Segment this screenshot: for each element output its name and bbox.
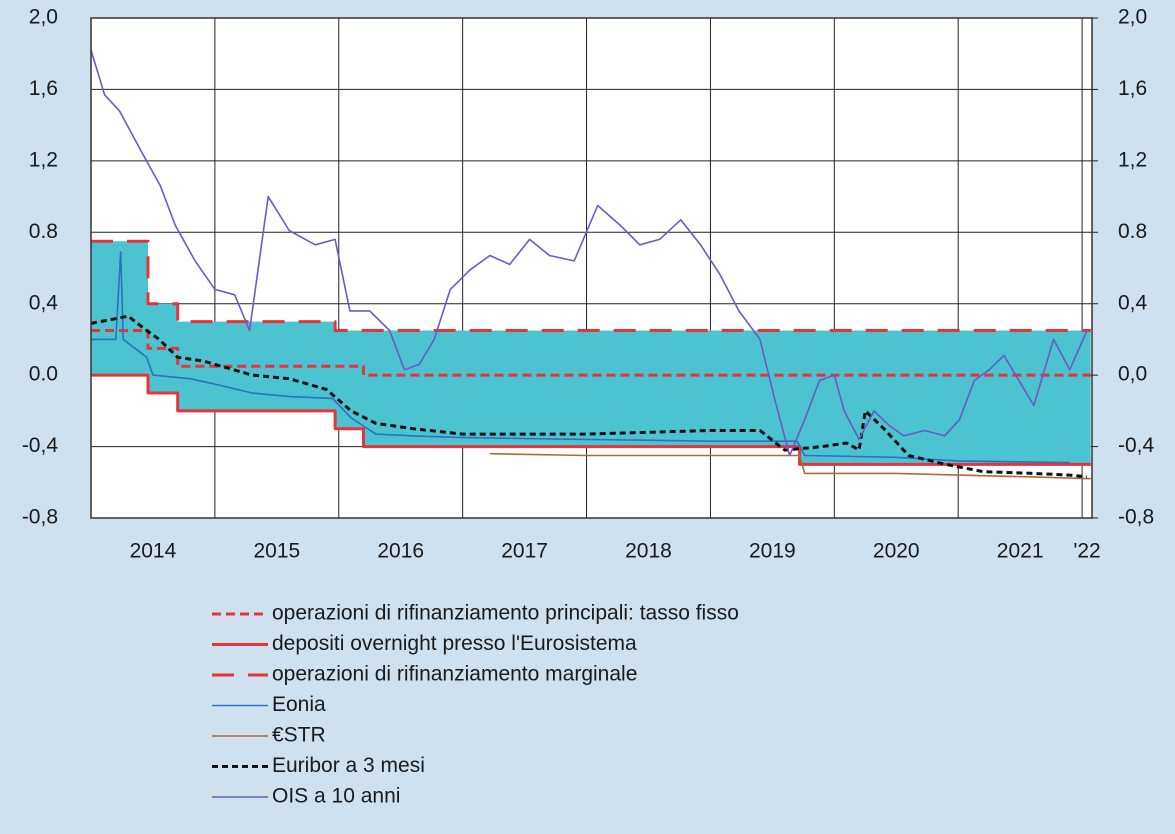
y-tick-label: 1,6	[29, 77, 58, 100]
series-line	[489, 452, 1091, 480]
legend-label: operazioni di rifinanziamento principali…	[272, 602, 739, 625]
legend-label: OIS a 10 anni	[272, 785, 400, 808]
x-tick-label: '22	[1073, 540, 1100, 563]
legend: operazioni di rifinanziamento principali…	[212, 602, 739, 808]
series-line	[91, 251, 1070, 464]
y-tick-label: 1,2	[29, 148, 58, 171]
x-tick-label: 2020	[873, 540, 920, 563]
series-line	[91, 373, 1091, 466]
legend-label: Euribor a 3 mesi	[272, 754, 425, 777]
x-tick-label: 2018	[625, 540, 672, 563]
y2-tick-label: 0,0	[1118, 363, 1147, 386]
y-tick-label: 2,0	[29, 6, 58, 29]
x-tick-label: 2019	[749, 540, 796, 563]
x-tick-label: 2017	[501, 540, 548, 563]
y2-tick-label: -0,8	[1118, 506, 1154, 529]
axes: 2,0 1,6 1,2 0.8 0,4 0.0 -0,4 -0,8 2,0 1,6 1,2 0.8 0,…	[22, 6, 1155, 563]
y2-tick-label: 2,0	[1118, 6, 1147, 29]
y2-tick-label: 1,6	[1118, 77, 1147, 100]
y-tick-label: -0,8	[22, 506, 58, 529]
legend-label: operazioni di rifinanziamento marginale	[272, 663, 637, 686]
legend-label: €STR	[272, 724, 326, 747]
y-tick-label: 0.0	[29, 363, 58, 386]
x-tick-label: 2015	[253, 540, 300, 563]
y2-tick-label: 1,2	[1118, 148, 1147, 171]
y2-tick-label: 0,4	[1118, 291, 1148, 314]
x-tick-label: 2014	[130, 540, 177, 563]
y2-tick-label: 0.8	[1118, 220, 1147, 243]
legend-label: depositi overnight presso l'Eurosistema	[272, 632, 637, 655]
legend-label: Eonia	[272, 693, 326, 716]
plot	[91, 49, 1091, 480]
x-tick-label: 2021	[997, 540, 1044, 563]
corridor-band	[91, 241, 1091, 465]
y-tick-label: 0.8	[29, 220, 58, 243]
y-tick-label: -0,4	[22, 434, 59, 457]
x-tick-label: 2016	[377, 540, 424, 563]
y2-tick-label: -0,4	[1118, 434, 1155, 457]
series-line	[91, 239, 1091, 332]
plot-frame	[90, 17, 1093, 519]
y-tick-label: 0,4	[29, 291, 59, 314]
series-line	[91, 314, 1088, 479]
series-line	[91, 49, 1088, 457]
